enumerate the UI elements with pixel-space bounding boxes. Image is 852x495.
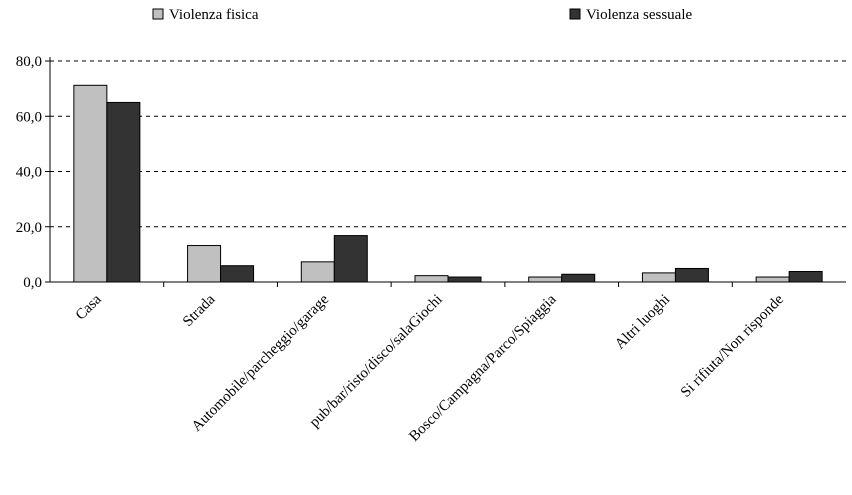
category-label-altri-luoghi: Altri luoghi (612, 292, 673, 353)
bar-violenza-sessuale-si-rifiuta-non-risponde (788, 271, 823, 283)
y-tick-label-3: 60,0 (16, 109, 42, 125)
legend-label-violenza-fisica: Violenza fisica (169, 7, 259, 23)
legend: Violenza fisica Violenza sessuale (152, 7, 692, 23)
category-label-strada: Strada (180, 291, 219, 330)
y-tick-label-1: 20,0 (16, 220, 42, 236)
category-label-automobile-parcheggio-garage: Automobile/parcheggio/garage (189, 291, 333, 435)
bar-violenza-sessuale-altri-luoghi (674, 267, 709, 283)
y-tick-label-0: 0,0 (23, 275, 42, 291)
bar-violenza-fisica-strada (187, 245, 222, 283)
category-label-casa: Casa (73, 291, 105, 323)
category-label-si-rifiuta-non-risponde: Si rifiuta/Non risponde (678, 291, 787, 400)
bars (73, 84, 823, 283)
category-label-pub-bar-risto-disco-salagiochi: pub/bar/risto/disco/salaGiochi (307, 292, 446, 431)
bar-violenza-fisica-bosco-campagna-parco-spiaggia (528, 276, 563, 283)
bar-violenza-sessuale-casa (106, 101, 141, 283)
bar-violenza-fisica-automobile-parcheggio-garage (300, 261, 335, 283)
axes (49, 57, 846, 287)
legend-swatch-violenza-sessuale (569, 8, 581, 20)
bar-violenza-fisica-casa (73, 84, 108, 283)
bar-violenza-fisica-pub-bar-risto-disco-salagiochi (414, 275, 449, 283)
bar-violenza-fisica-altri-luoghi (641, 272, 676, 283)
legend-swatch-violenza-fisica (152, 8, 164, 20)
gridlines (50, 60, 846, 228)
bar-violenza-sessuale-bosco-campagna-parco-spiaggia (561, 273, 596, 283)
y-tick-label-4: 80,0 (16, 54, 42, 70)
y-tick-label-2: 40,0 (16, 165, 42, 181)
category-labels: Casa StradaAutomobile/parcheggio/garagepu… (73, 291, 787, 445)
bar-violenza-sessuale-strada (220, 265, 255, 283)
bar-violenza-sessuale-pub-bar-risto-disco-salagiochi (447, 276, 482, 283)
bar-violenza-fisica-si-rifiuta-non-risponde (755, 276, 790, 283)
bar-violenza-sessuale-automobile-parcheggio-garage (333, 235, 368, 283)
y-tick-labels: 0,0 20,0 40,0 60,0 80,0 (16, 54, 50, 291)
legend-label-violenza-sessuale: Violenza sessuale (586, 7, 692, 23)
